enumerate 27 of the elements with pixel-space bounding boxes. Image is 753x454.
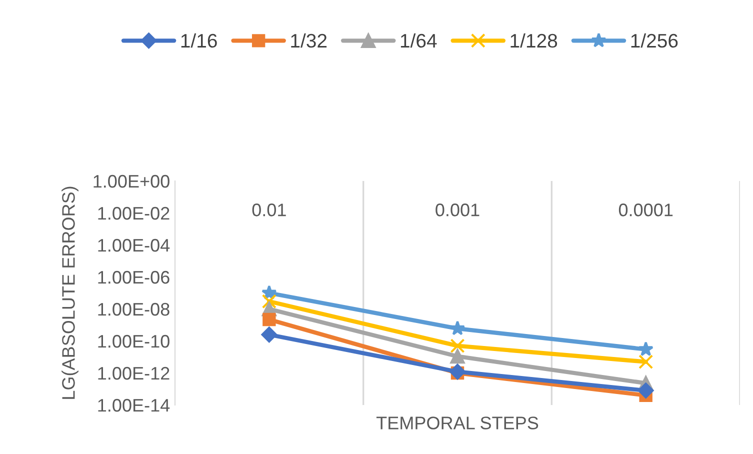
legend-label: 1/16 — [181, 33, 217, 48]
y-axis-title: LG(ABSOLUTE ERRORS) — [62, 186, 78, 399]
point — [450, 338, 465, 354]
legend-label: 1/256 — [631, 33, 678, 48]
legend-label: 1/128 — [510, 33, 558, 48]
y-tick-label: 1.00E-02 — [98, 206, 170, 220]
y-tick-label: 1.00E-12 — [98, 366, 170, 380]
point — [262, 312, 276, 326]
y-tick-label: 1.00E-04 — [98, 238, 170, 252]
legend-label: 1/64 — [400, 33, 437, 48]
point — [261, 326, 278, 343]
point — [450, 349, 465, 364]
point — [638, 354, 654, 370]
point — [450, 320, 466, 336]
y-tick-label: 1.00E-10 — [98, 334, 170, 348]
x-tick-label: 0.0001 — [618, 204, 673, 216]
point — [638, 382, 654, 398]
point — [638, 341, 654, 356]
legend-label: 1/32 — [291, 33, 327, 48]
x-tick-label: 0.01 — [252, 204, 286, 216]
y-tick-label: 1.00E+00 — [94, 174, 170, 188]
y-tick-label: 1.00E-06 — [98, 270, 170, 284]
y-tick-label: 1.00E-08 — [98, 302, 170, 316]
point — [262, 294, 276, 309]
y-tick-label: 1.00E-14 — [98, 398, 170, 412]
x-axis-title: TEMPORAL STEPS — [376, 416, 538, 430]
x-tick-label: 0.001 — [436, 204, 480, 216]
